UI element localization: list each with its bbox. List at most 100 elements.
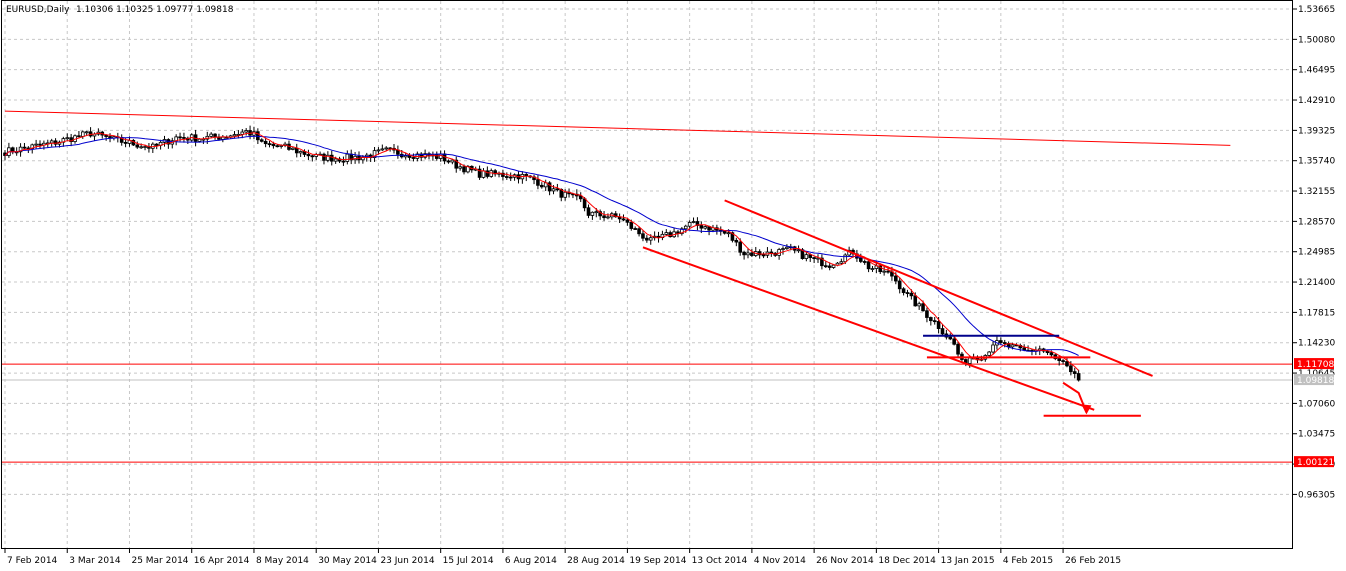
candle-body xyxy=(450,159,455,163)
candle-body xyxy=(578,195,583,200)
candle xyxy=(578,192,583,203)
candle xyxy=(637,226,641,237)
price-label-bg xyxy=(1294,374,1334,386)
candle xyxy=(785,244,789,250)
y-tick-label: 1.14230 xyxy=(1298,339,1335,349)
candle xyxy=(820,254,824,270)
candle-body xyxy=(613,213,618,218)
price-label-bg xyxy=(1294,456,1334,468)
candle xyxy=(761,252,766,259)
candle-body xyxy=(244,130,248,133)
candle xyxy=(322,152,326,165)
x-tick-label: 4 Feb 2015 xyxy=(1003,556,1053,566)
candle xyxy=(1076,369,1081,382)
candle-body xyxy=(279,145,283,147)
candle-body xyxy=(326,154,330,161)
candle xyxy=(999,337,1003,345)
candle-body xyxy=(582,198,587,209)
candle xyxy=(703,225,707,230)
candle xyxy=(680,226,684,236)
candle-body xyxy=(407,155,412,158)
trend-line-2 xyxy=(642,246,1095,411)
candle xyxy=(329,150,334,166)
candle-body xyxy=(547,182,552,192)
candle-body xyxy=(668,232,672,238)
y-tick-label: 1.24985 xyxy=(1298,248,1335,258)
y-tick-label: 1.03475 xyxy=(1298,430,1335,440)
candle-body xyxy=(34,143,38,146)
candle-body xyxy=(750,252,754,256)
symbol-label: EURUSD,Daily xyxy=(6,5,70,15)
candle-body xyxy=(820,257,824,267)
candle xyxy=(641,230,645,242)
candle-body xyxy=(540,184,544,188)
candle xyxy=(645,235,649,243)
candle-body xyxy=(827,265,832,268)
candle-body xyxy=(695,221,700,226)
candle-body xyxy=(586,207,591,216)
x-tick-label: 18 Dec 2014 xyxy=(878,556,936,566)
candle xyxy=(606,213,610,220)
y-tick-label: 1.17815 xyxy=(1298,308,1335,318)
candle xyxy=(602,211,606,221)
candle xyxy=(586,204,591,219)
candle xyxy=(209,132,213,139)
candle-body xyxy=(687,222,692,227)
candle xyxy=(69,133,73,147)
candle-body xyxy=(446,160,451,163)
candle-body xyxy=(952,338,956,345)
candle xyxy=(38,140,42,149)
candle xyxy=(831,264,836,269)
candle xyxy=(742,250,746,260)
candle-body xyxy=(485,170,490,177)
candle xyxy=(232,131,237,139)
candle xyxy=(940,323,945,336)
price-label-text: 1.00121 xyxy=(1297,458,1334,468)
y-tick-label: 0.96305 xyxy=(1298,490,1335,500)
candle-body xyxy=(680,228,684,235)
candle xyxy=(298,150,303,157)
candle-body xyxy=(563,191,567,198)
candle-body xyxy=(722,230,727,234)
candle xyxy=(746,247,750,259)
candle xyxy=(952,336,956,346)
candle xyxy=(384,146,389,151)
candle xyxy=(695,217,700,231)
candle xyxy=(22,142,27,150)
candle-body xyxy=(306,154,311,157)
candle-body xyxy=(536,179,540,186)
y-tick-label: 1.42910 xyxy=(1298,96,1335,106)
candle-body xyxy=(761,254,766,257)
x-tick-label: 26 Nov 2014 xyxy=(816,556,874,566)
candle xyxy=(84,130,89,136)
candle xyxy=(53,138,58,147)
candle-body xyxy=(606,216,610,219)
candle xyxy=(590,211,595,220)
candle-body xyxy=(590,211,595,216)
candle-body xyxy=(932,320,937,323)
candle xyxy=(310,154,315,162)
candle-body xyxy=(508,176,513,179)
candle-body xyxy=(804,254,809,259)
candle-body xyxy=(699,225,704,229)
candle-body xyxy=(633,228,637,230)
candle-body xyxy=(154,143,159,146)
plot-frame xyxy=(1,0,1293,549)
candle-body xyxy=(143,146,147,148)
candle xyxy=(275,144,280,148)
candle-body xyxy=(123,141,128,144)
candles xyxy=(3,125,1081,382)
candle-body xyxy=(291,147,295,150)
x-tick-label: 28 Aug 2014 xyxy=(567,556,625,566)
candle xyxy=(454,156,459,173)
candle-body xyxy=(182,137,186,139)
candle xyxy=(956,342,960,357)
candle-body xyxy=(683,225,688,230)
x-tick-label: 30 May 2014 xyxy=(318,556,377,566)
candle-body xyxy=(882,270,886,273)
candle-body xyxy=(664,232,669,235)
candle-body xyxy=(333,158,338,162)
candle-body xyxy=(481,170,486,178)
candle xyxy=(259,138,264,143)
